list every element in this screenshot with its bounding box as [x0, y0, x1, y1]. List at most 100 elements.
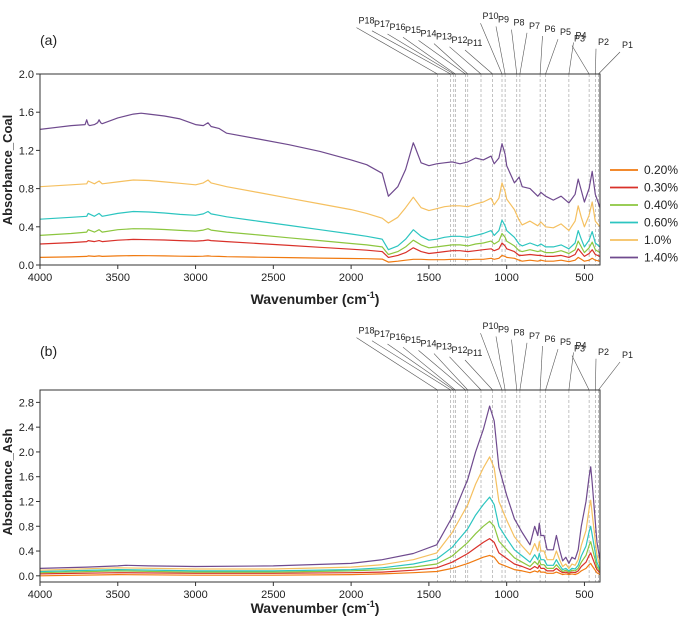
x-tick-label-500: 500	[575, 272, 593, 284]
peak-leader-P14	[418, 350, 466, 391]
x-tick-label-3000: 3000	[183, 589, 207, 601]
peak-label-P11: P11	[467, 348, 482, 358]
peak-leader-P13	[433, 43, 468, 75]
x-tick-label-3500: 3500	[106, 272, 130, 284]
panel-b-y-axis-label: Absorbance_Ash	[0, 428, 15, 535]
peak-label-P7: P7	[529, 331, 540, 341]
peak-label-P3: P3	[574, 344, 585, 354]
peak-leader-P6	[539, 345, 543, 391]
series-line-0.60%	[39, 210, 601, 251]
peak-label-P4: P4	[576, 340, 587, 350]
peak-label-P11: P11	[467, 38, 482, 48]
peak-leader-P10	[480, 333, 503, 391]
series-line-0.40%	[39, 520, 601, 574]
peak-label-P8: P8	[514, 328, 525, 338]
panel-label-b: (b)	[40, 343, 57, 359]
peak-label-P17: P17	[374, 19, 390, 29]
peak-leader-P18	[356, 337, 438, 391]
panel-a-x-axis-label: Wavenumber (cm-1)	[251, 290, 380, 307]
panel-a-y-axis-label: Absorbance_Coal	[0, 115, 15, 226]
peak-label-P17: P17	[374, 329, 390, 339]
peak-label-P14: P14	[421, 28, 437, 38]
peak-label-P3: P3	[574, 34, 585, 44]
panel-b-x-axis-label: Wavenumber (cm-1)	[251, 599, 380, 616]
peak-leader-P7	[519, 32, 528, 75]
panel-a-x-axis: 4000 3500 3000 2500 2000 1500 1000 500	[28, 265, 594, 284]
peak-label-P2: P2	[598, 347, 609, 357]
x-tick-label-1000: 1000	[494, 589, 518, 601]
peak-leader-P15	[402, 346, 456, 391]
peak-leader-P15	[402, 36, 456, 75]
x-tick-label-3000: 3000	[183, 272, 207, 284]
peak-label-P18: P18	[359, 326, 375, 336]
peak-leader-P16	[387, 33, 454, 75]
series-line-0.60%	[39, 496, 601, 573]
x-tick-label-2500: 2500	[261, 589, 285, 601]
y-tick-label-2.8: 2.8	[19, 397, 34, 409]
panel-b-plot-area	[39, 405, 601, 577]
y-tick-label-1.2: 1.2	[19, 145, 34, 157]
peak-leader-P11	[464, 49, 493, 75]
peak-label-P9: P9	[498, 324, 509, 334]
peak-label-P16: P16	[390, 332, 406, 342]
x-tick-label-3500: 3500	[106, 589, 130, 601]
peak-label-P2: P2	[598, 37, 609, 47]
x-tick-label-4000: 4000	[28, 272, 52, 284]
peak-leader-P7	[519, 342, 528, 391]
y-tick-label-2.4: 2.4	[19, 422, 34, 434]
panel-a-plot-area	[39, 112, 601, 263]
peak-leader-P4	[568, 42, 574, 75]
peak-leader-P8	[511, 339, 518, 391]
series-line-1.40%	[39, 112, 601, 208]
peak-label-P5: P5	[560, 337, 571, 347]
peak-leader-P18	[356, 27, 438, 75]
x-tick-label-1000: 1000	[494, 272, 518, 284]
y-tick-label-2.0: 2.0	[19, 447, 34, 459]
peak-label-P13: P13	[436, 32, 452, 42]
series-line-1.0%	[39, 179, 601, 232]
peak-label-P7: P7	[529, 21, 540, 31]
peak-leader-P9	[495, 336, 506, 391]
peak-leader-P11	[464, 359, 493, 391]
peak-label-P14: P14	[421, 338, 437, 348]
peak-leader-P10	[480, 23, 503, 75]
y-tick-label-0.0: 0.0	[19, 260, 34, 272]
panel-a-peak-markers: P1P2P3P4P5P6P7P8P9P10P11P12P13P14P15P16P…	[356, 11, 633, 265]
peak-leader-P2	[595, 48, 597, 75]
peak-leader-P6	[539, 35, 543, 75]
y-tick-label-1.6: 1.6	[19, 472, 34, 484]
peak-label-P10: P10	[483, 321, 499, 331]
x-tick-label-2000: 2000	[339, 272, 363, 284]
x-tick-label-2000: 2000	[339, 589, 363, 601]
y-tick-label-0.8: 0.8	[19, 184, 34, 196]
legend-label-0.40%: 0.40%	[644, 198, 678, 212]
peak-label-P15: P15	[405, 25, 421, 35]
panel-label-a: (a)	[40, 32, 57, 48]
peak-label-P1: P1	[622, 350, 633, 360]
peak-leader-P17	[371, 340, 451, 391]
x-tick-label-1500: 1500	[417, 589, 441, 601]
series-line-0.30%	[39, 538, 601, 575]
peak-label-P13: P13	[436, 342, 452, 352]
legend: 0.20% 0.30% 0.40% 0.60% 1.0% 1.40%	[610, 163, 678, 265]
peak-label-P15: P15	[405, 335, 421, 345]
panel-a-frame	[39, 73, 601, 266]
y-tick-label-1.2: 1.2	[19, 496, 34, 508]
panel-b-y-axis: 0.0 0.4 0.8 1.2 1.6 2.0 2.4 2.8	[19, 397, 40, 583]
x-tick-label-4000: 4000	[28, 589, 52, 601]
peak-label-P5: P5	[560, 27, 571, 37]
peak-label-P18: P18	[359, 16, 375, 26]
peak-leader-P3	[571, 45, 590, 75]
peak-leader-P4	[568, 352, 574, 391]
panel-b-frame	[39, 389, 601, 583]
peak-leader-P12	[449, 356, 482, 391]
y-tick-label-0.0: 0.0	[19, 571, 34, 583]
y-tick-label-0.4: 0.4	[19, 222, 34, 234]
series-line-0.30%	[39, 238, 601, 258]
y-tick-label-2.0: 2.0	[19, 69, 34, 81]
series-line-0.20%	[39, 554, 601, 577]
y-tick-label-1.6: 1.6	[19, 107, 34, 119]
